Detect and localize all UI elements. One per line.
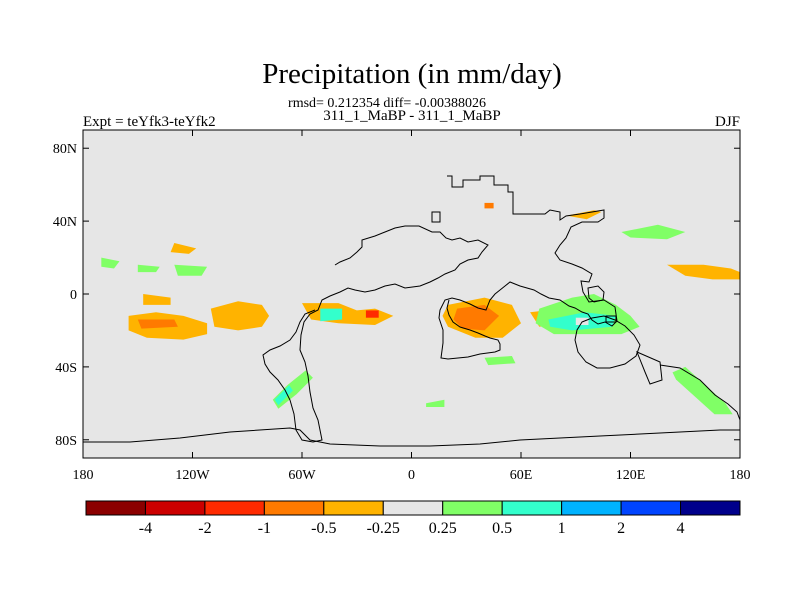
- x-tick-label: 60E: [510, 468, 533, 483]
- colorbar-label: -2: [198, 520, 211, 537]
- colorbar: -4 -2 -1 -0.5 -0.25 0.25 0.5 1 2 4: [85, 500, 741, 537]
- colorbar-label: 4: [677, 520, 685, 537]
- colorbar-label: 1: [558, 520, 566, 537]
- plot-background: [83, 130, 740, 458]
- colorbar-label: 0.25: [429, 520, 457, 537]
- y-tick-label: 0: [70, 288, 77, 303]
- expt-label: Expt = teYfk3-teYfk2: [83, 114, 216, 130]
- colorbar-swatch: [620, 500, 682, 516]
- colorbar-swatch: [85, 500, 146, 516]
- colorbar-swatch: [382, 500, 444, 516]
- anomaly-region-1: [137, 319, 178, 329]
- chart-subtitle: 311_1_MaBP - 311_1_MaBP: [323, 108, 501, 124]
- coastline-greenland: [431, 211, 441, 223]
- colorbar-swatch: [323, 500, 384, 516]
- plot-area: [82, 129, 741, 459]
- anomaly-region-21: [621, 224, 686, 240]
- x-tick-label: 120E: [616, 468, 646, 483]
- colorbar-label: -1: [258, 520, 271, 537]
- colorbar-label: -4: [139, 520, 152, 537]
- y-axis: 80N 40N 0 40S 80S: [53, 142, 740, 449]
- anomaly-region-6: [137, 264, 160, 273]
- coastline-americas: [262, 225, 489, 443]
- colorbar-swatch: [680, 500, 741, 516]
- chart-title: Precipitation (in mm/day): [262, 58, 562, 90]
- y-tick-label: 80N: [53, 142, 77, 157]
- anomaly-region-7: [174, 264, 208, 276]
- coastline-maritime: [587, 285, 663, 385]
- x-tick-label: 0: [408, 468, 415, 483]
- coastline-australia: [574, 315, 641, 369]
- anomaly-region-4: [170, 243, 197, 254]
- coastline-antarctica: [83, 427, 740, 447]
- anomaly-region-24: [672, 366, 733, 415]
- coastline-southeast: [659, 364, 741, 421]
- colorbar-swatch: [204, 500, 265, 516]
- anomaly-region-20: [667, 264, 740, 280]
- coastlines: [83, 175, 741, 447]
- anomaly-region-10: [365, 310, 379, 318]
- anomaly-region-26: [426, 399, 445, 407]
- colorbar-swatch: [561, 500, 622, 516]
- colorbar-swatch: [442, 500, 503, 516]
- anomaly-region-3: [143, 294, 171, 305]
- colorbar-label: -0.5: [311, 520, 336, 537]
- colorbar-label: 2: [617, 520, 625, 537]
- colorbar-swatch: [501, 500, 563, 516]
- x-tick-label: 180: [730, 468, 751, 483]
- anomaly-region-25: [484, 356, 516, 366]
- anomaly-region-12: [274, 385, 293, 406]
- season-label: DJF: [715, 114, 740, 130]
- y-tick-label: 40S: [55, 361, 77, 376]
- y-tick-label: 40N: [53, 215, 77, 230]
- y-tick-label: 80S: [55, 434, 77, 449]
- x-tick-label: 60W: [288, 468, 316, 483]
- stats-text: rmsd= 0.212354 diff= -0.00388026: [288, 96, 486, 111]
- anomaly-region-22: [566, 210, 602, 220]
- coastline-eurasia-africa: [438, 175, 618, 360]
- colorbar-swatch: [263, 500, 325, 516]
- x-tick-label: 120W: [175, 468, 210, 483]
- anomaly-region-27: [484, 202, 494, 209]
- colorbar-label: 0.5: [492, 520, 512, 537]
- x-axis: 180 120W 60W 0 60E 120E 180: [73, 130, 751, 483]
- x-tick-label: 180: [73, 468, 94, 483]
- anomaly-region-5: [101, 257, 120, 269]
- anomaly-region-9: [320, 308, 343, 322]
- colorbar-swatch: [144, 500, 206, 516]
- colorbar-label: -0.25: [367, 520, 400, 537]
- anomaly-region-2: [210, 301, 270, 331]
- anomaly-region-14: [453, 304, 500, 331]
- anomaly-region-18: [575, 317, 589, 325]
